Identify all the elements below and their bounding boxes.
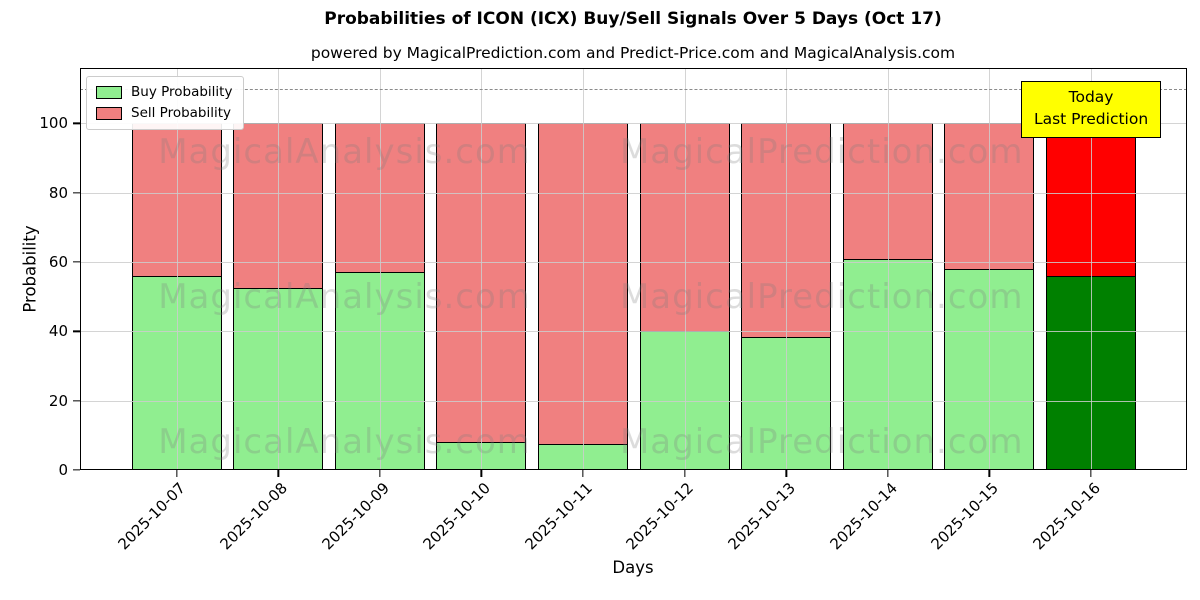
x-tick-label: 2025-10-11 bbox=[521, 479, 596, 554]
chart-title: Probabilities of ICON (ICX) Buy/Sell Sig… bbox=[324, 9, 942, 29]
x-tick-mark bbox=[379, 470, 381, 477]
x-tick-mark bbox=[277, 470, 279, 477]
sell-swatch-icon bbox=[96, 106, 122, 120]
x-tick-label: 2025-10-16 bbox=[1029, 479, 1104, 554]
bar-group-2025-10-14 bbox=[842, 68, 933, 470]
chart-subtitle: powered by MagicalPrediction.com and Pre… bbox=[310, 44, 956, 62]
bar-segment-sell bbox=[131, 123, 222, 276]
y-tick-mark bbox=[73, 330, 80, 333]
bar-group-2025-10-16 bbox=[1046, 68, 1137, 470]
bar-segment-buy bbox=[131, 275, 222, 470]
today-annotation-line2: Last Prediction bbox=[1033, 110, 1149, 129]
x-tick-label: 2025-10-12 bbox=[623, 479, 698, 554]
x-tick-mark bbox=[582, 470, 584, 477]
bar-segment-sell bbox=[639, 123, 730, 332]
x-tick-mark bbox=[988, 470, 991, 477]
legend-label: Sell Probability bbox=[131, 105, 232, 121]
x-tick-label: 2025-10-09 bbox=[318, 479, 393, 554]
bar-segment-buy bbox=[944, 269, 1035, 470]
bar-segment-sell bbox=[334, 123, 425, 273]
y-axis-label: Probability bbox=[20, 225, 40, 313]
y-tick-mark bbox=[73, 469, 80, 471]
bar-group-2025-10-12 bbox=[639, 68, 730, 470]
x-tick-mark bbox=[683, 470, 686, 477]
bar-group-2025-10-13 bbox=[741, 68, 832, 470]
x-tick-mark bbox=[1090, 470, 1092, 477]
x-tick-label: 2025-10-07 bbox=[115, 479, 190, 554]
bar-segment-buy bbox=[334, 272, 425, 470]
y-tick-mark bbox=[73, 400, 80, 402]
bar-segment-buy bbox=[1046, 275, 1137, 470]
bar-segment-buy bbox=[639, 331, 730, 470]
legend-item: Sell Probability bbox=[96, 105, 232, 121]
x-tick-mark bbox=[175, 470, 178, 477]
x-tick-label: 2025-10-10 bbox=[419, 479, 495, 554]
y-tick-label: 40 bbox=[48, 322, 68, 341]
y-tick-mark bbox=[73, 122, 80, 125]
bar-segment-buy bbox=[538, 444, 629, 470]
bar-segment-buy bbox=[741, 336, 832, 470]
legend-label: Buy Probability bbox=[131, 84, 233, 100]
y-tick-mark bbox=[73, 261, 80, 263]
bar-group-2025-10-11 bbox=[538, 68, 629, 470]
bar-segment-buy bbox=[436, 442, 527, 470]
y-tick-mark bbox=[73, 192, 80, 194]
bar-group-2025-10-09 bbox=[334, 68, 425, 470]
bar-segment-sell bbox=[944, 123, 1035, 269]
bar-segment-sell bbox=[1046, 123, 1137, 276]
x-axis-label: Days bbox=[612, 558, 654, 577]
x-tick-label: 2025-10-08 bbox=[216, 479, 291, 554]
bar-group-2025-10-15 bbox=[944, 68, 1035, 470]
x-tick-mark bbox=[785, 470, 787, 477]
y-tick-label: 60 bbox=[48, 253, 68, 272]
y-tick-label: 80 bbox=[48, 183, 68, 202]
buy-swatch-icon bbox=[96, 85, 122, 99]
bar-segment-sell bbox=[842, 123, 933, 259]
bar-group-2025-10-07 bbox=[131, 68, 222, 470]
bar-segment-sell bbox=[538, 123, 629, 445]
y-tick-label: 0 bbox=[58, 461, 68, 479]
today-annotation: Today Last Prediction bbox=[1020, 81, 1162, 138]
bar-group-2025-10-10 bbox=[436, 68, 527, 470]
bar-segment-buy bbox=[233, 288, 324, 470]
bar-segment-buy bbox=[842, 258, 933, 470]
today-annotation-line1: Today bbox=[1068, 88, 1114, 106]
bar-segment-sell bbox=[233, 123, 324, 289]
x-tick-label: 2025-10-14 bbox=[826, 479, 901, 554]
x-tick-mark bbox=[887, 470, 889, 477]
legend: Buy Probability Sell Probability bbox=[86, 76, 245, 130]
bar-group-2025-10-08 bbox=[233, 68, 324, 470]
plot-area: MagicalAnalysis.com MagicalPrediction.com… bbox=[39, 68, 1187, 553]
legend-item: Buy Probability bbox=[96, 84, 232, 100]
x-tick-mark bbox=[480, 470, 483, 477]
bars-layer bbox=[80, 68, 1187, 470]
x-tick-label: 2025-10-15 bbox=[927, 479, 1003, 554]
y-tick-label: 100 bbox=[39, 114, 68, 133]
y-tick-label: 20 bbox=[48, 391, 68, 410]
x-tick-label: 2025-10-13 bbox=[724, 479, 799, 554]
bar-segment-sell bbox=[741, 123, 832, 337]
bar-segment-sell bbox=[436, 123, 527, 443]
